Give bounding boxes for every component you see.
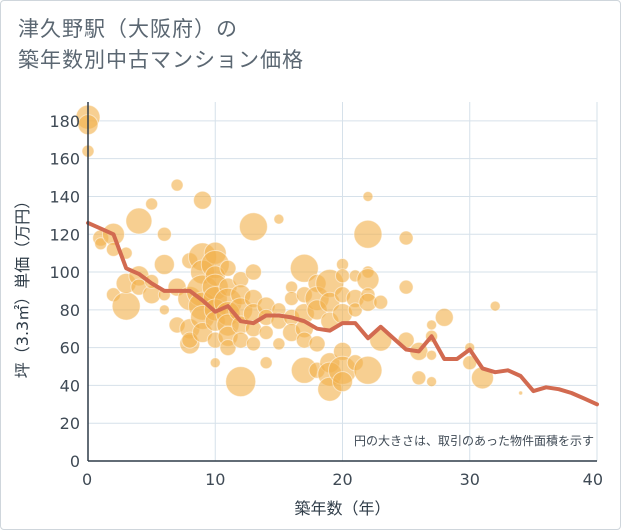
bubble-point <box>245 336 261 352</box>
y-tick-label: 120 <box>49 225 80 244</box>
bubble-point <box>225 366 257 398</box>
title-line-1: 津久野駅（大阪府）の <box>18 17 238 41</box>
bubble-point <box>353 355 383 385</box>
bubble-point <box>489 300 501 312</box>
y-tick-label: 100 <box>49 263 80 282</box>
bubble-point <box>398 230 414 246</box>
bubble-point <box>145 197 159 211</box>
average-price-line <box>86 220 599 407</box>
bubble-point <box>238 212 268 242</box>
bubble-point <box>289 253 319 283</box>
bubble-point <box>518 390 524 396</box>
bubble-point <box>335 268 350 284</box>
bubble-point <box>209 357 221 369</box>
bubble-point <box>426 376 438 388</box>
bubble-point <box>308 335 326 353</box>
bubble-point <box>258 325 274 341</box>
x-tick-label: 10 <box>205 470 225 489</box>
y-tick-label: 180 <box>49 112 80 131</box>
bubble-point <box>153 253 175 275</box>
y-tick-label: 20 <box>60 414 80 433</box>
y-tick-label: 80 <box>60 301 80 320</box>
bubble-point <box>125 207 153 235</box>
bubble-point <box>398 279 414 295</box>
y-tick-label: 60 <box>60 339 80 358</box>
x-axis-label: 築年数（年） <box>294 499 390 518</box>
bubble-point <box>332 371 353 393</box>
bubble-point <box>219 259 237 277</box>
bubble-point <box>426 319 438 331</box>
y-tick-label: 140 <box>49 187 80 206</box>
bubble-point <box>411 370 427 386</box>
bubble-point <box>362 190 374 202</box>
bubble-point <box>219 339 237 357</box>
bubble-point <box>111 291 141 321</box>
x-tick-label: 20 <box>332 470 352 489</box>
x-tick-label: 40 <box>583 470 603 489</box>
bubble-point <box>434 307 454 327</box>
bubble-layer <box>75 104 524 402</box>
trend-line-layer <box>86 220 599 407</box>
x-tick-label: 30 <box>460 470 480 489</box>
bubble-point <box>170 178 184 192</box>
bubble-point <box>353 219 383 249</box>
y-axis-label: 坪（3.3㎡）単価（万円） <box>13 193 32 378</box>
size-note: 円の大きさは、取引のあった物件面積を示す <box>354 433 594 448</box>
chart-title: 津久野駅（大阪府）の 築年数別中古マンション価格 <box>18 14 304 76</box>
bubble-point <box>244 263 262 281</box>
x-tick-label: 0 <box>82 470 92 489</box>
axes: 0 20 40 60 80 100 120 140 160 180 0 10 20 30 40 <box>49 102 603 489</box>
y-tick-label: 40 <box>60 376 80 395</box>
bubble-point <box>259 356 273 370</box>
bubble-point <box>193 190 213 210</box>
bubble-point <box>156 226 172 242</box>
y-tick-label: 160 <box>49 150 80 169</box>
bubble-point <box>426 349 438 361</box>
bubble-point <box>373 294 389 310</box>
bubble-point <box>273 213 285 225</box>
bubble-point <box>94 237 108 251</box>
bubble-point <box>272 337 286 351</box>
bubble-point <box>158 304 170 316</box>
title-line-2: 築年数別中古マンション価格 <box>18 48 304 72</box>
y-tick-label: 0 <box>70 452 80 471</box>
